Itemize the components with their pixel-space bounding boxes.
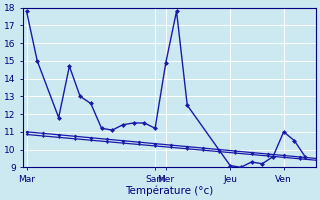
X-axis label: Température (°c): Température (°c): [125, 185, 214, 196]
